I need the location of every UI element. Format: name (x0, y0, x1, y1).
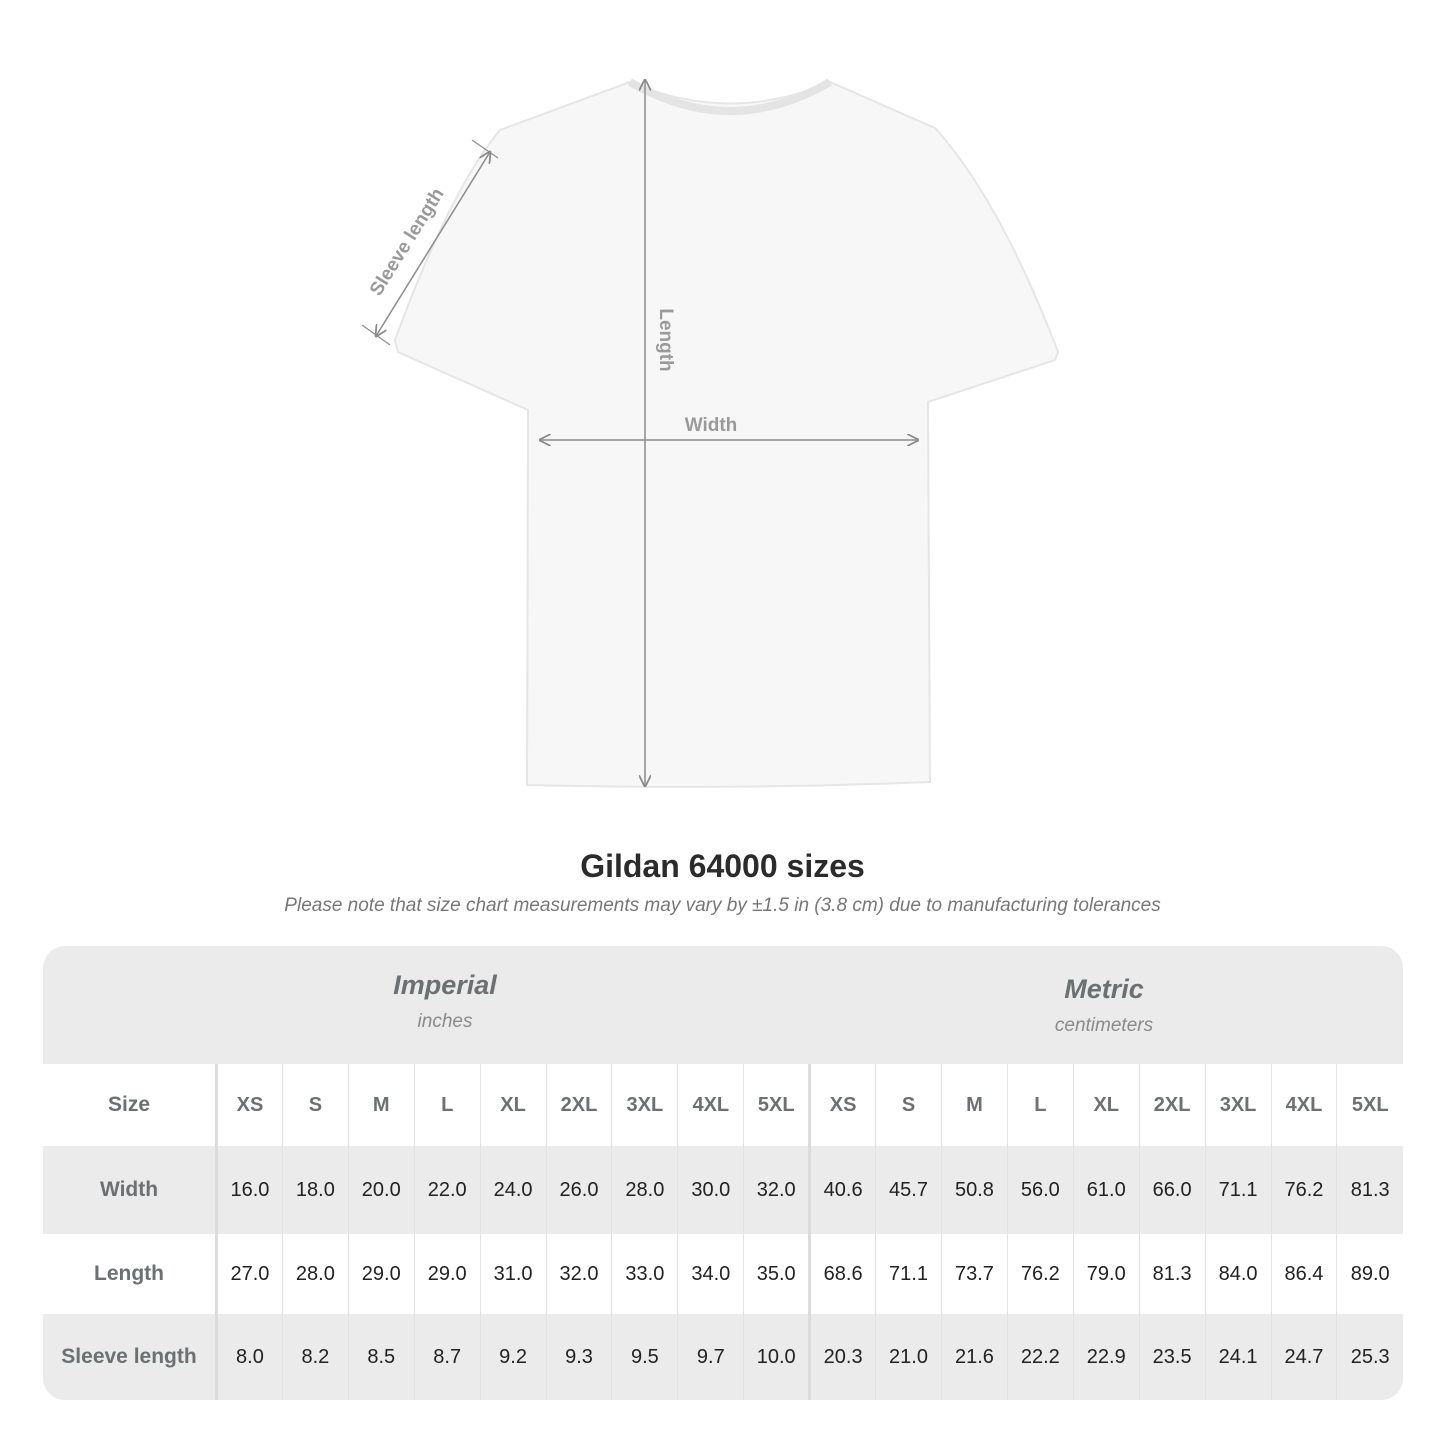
imperial-header: Imperial inches (393, 970, 497, 1032)
table-cell: 50.8 (940, 1146, 1008, 1234)
table-cell: 81.3 (1336, 1146, 1403, 1234)
table-cell: 8.5 (347, 1314, 415, 1400)
table-cell: 22.0 (413, 1146, 481, 1234)
table-cell: 24.1 (1204, 1314, 1271, 1400)
table-cell: 45.7 (875, 1146, 942, 1234)
table-cell: 22.2 (1006, 1314, 1074, 1400)
sleeve-measure-line (376, 152, 490, 336)
table-cell: S (875, 1064, 942, 1146)
table-cell: 3XL (611, 1064, 678, 1146)
size-table-panel: Imperial inches Metric centimeters Size X… (43, 946, 1403, 1400)
table-cell: 33.0 (611, 1234, 678, 1314)
table-cell: S (281, 1064, 349, 1146)
collar (627, 78, 833, 115)
table-cell: Width (43, 1146, 218, 1234)
tolerance-note: Please note that size chart measurements… (284, 895, 1161, 916)
table-cell: 84.0 (1204, 1234, 1271, 1314)
table-cell: 61.0 (1072, 1146, 1140, 1234)
table-row: Length 27.0 28.0 29.0 29.0 31.0 32.0 33.0 34.0 35… (43, 1234, 1403, 1314)
width-label: Width (685, 415, 738, 436)
table-cell: 3XL (1204, 1064, 1271, 1146)
table-cell: 73.7 (940, 1234, 1008, 1314)
table-cell: 32.0 (545, 1234, 612, 1314)
table-cell: 9.2 (479, 1314, 547, 1400)
table-cell: 9.7 (677, 1314, 744, 1400)
table-cell: 20.3 (808, 1314, 876, 1400)
metric-header: Metric centimeters (1054, 974, 1154, 1036)
table-cell: 22.9 (1072, 1314, 1140, 1400)
table-cell: 76.2 (1270, 1146, 1337, 1234)
table-cell: 24.0 (479, 1146, 547, 1234)
table-cell: 76.2 (1006, 1234, 1074, 1314)
table-cell: 34.0 (677, 1234, 744, 1314)
table-cell: 86.4 (1270, 1234, 1337, 1314)
table-cell: 2XL (545, 1064, 612, 1146)
table-cell: 4XL (677, 1064, 744, 1146)
length-label: Length (655, 308, 676, 371)
table-cell: 71.1 (1204, 1146, 1271, 1234)
table-cell: L (1006, 1064, 1074, 1146)
table-cell: L (413, 1064, 481, 1146)
table-cell: 29.0 (347, 1234, 415, 1314)
table-row: Width 16.0 18.0 20.0 22.0 24.0 26.0 28.0 30.0 32.… (43, 1146, 1403, 1234)
table-cell: XS (808, 1064, 876, 1146)
table-cell: 29.0 (413, 1234, 481, 1314)
table-cell: 5XL (743, 1064, 810, 1146)
table-cell: 21.6 (940, 1314, 1008, 1400)
table-cell: 32.0 (743, 1146, 810, 1234)
table-cell: 66.0 (1138, 1146, 1206, 1234)
table-row: Sleeve length 8.0 8.2 8.5 8.7 9.2 9.3 9.5 9.7 10.… (43, 1314, 1403, 1400)
table-cell: 23.5 (1138, 1314, 1206, 1400)
table-cell: 18.0 (281, 1146, 349, 1234)
size-header-row: Size XS S M L XL 2XL 3XL 4XL 5XL XS S M L XL 2XL 3XL 4XL 5… (43, 1064, 1403, 1146)
table-cell: 2XL (1138, 1064, 1206, 1146)
table-cell: 25.3 (1336, 1314, 1403, 1400)
table-cell: 28.0 (611, 1146, 678, 1234)
table-cell: 26.0 (545, 1146, 612, 1234)
table-cell: 8.2 (281, 1314, 349, 1400)
table-cell: XS (216, 1064, 283, 1146)
table-cell: Size (43, 1064, 218, 1146)
tshirt-diagram: Sleeve length Length Width (361, 78, 1060, 788)
table-cell: 9.3 (545, 1314, 612, 1400)
table-cell: 68.6 (808, 1234, 876, 1314)
table-cell: 4XL (1270, 1064, 1337, 1146)
table-cell: 89.0 (1336, 1234, 1403, 1314)
table-cell: XL (1072, 1064, 1140, 1146)
table-cell: 21.0 (875, 1314, 942, 1400)
table-cell: 8.7 (413, 1314, 481, 1400)
table-cell: 24.7 (1270, 1314, 1337, 1400)
table-cell: 16.0 (216, 1146, 283, 1234)
table-cell: 40.6 (808, 1146, 876, 1234)
table-cell: M (347, 1064, 415, 1146)
table-cell: 56.0 (1006, 1146, 1074, 1234)
table-cell: 20.0 (347, 1146, 415, 1234)
table-cell: 30.0 (677, 1146, 744, 1234)
table-cell: 81.3 (1138, 1234, 1206, 1314)
table-cell: 10.0 (743, 1314, 810, 1400)
table-cell: 35.0 (743, 1234, 810, 1314)
table-cell: 9.5 (611, 1314, 678, 1400)
table-cell: 28.0 (281, 1234, 349, 1314)
table-cell: 5XL (1336, 1064, 1403, 1146)
page-title: Gildan 64000 sizes (580, 848, 865, 884)
table-cell: 79.0 (1072, 1234, 1140, 1314)
table-cell: XL (479, 1064, 547, 1146)
size-table: Size XS S M L XL 2XL 3XL 4XL 5XL XS S M L XL 2XL 3XL 4XL 5… (43, 1064, 1403, 1400)
table-cell: 8.0 (216, 1314, 283, 1400)
table-cell: Sleeve length (43, 1314, 218, 1400)
table-cell: 71.1 (875, 1234, 942, 1314)
table-cell: M (940, 1064, 1008, 1146)
table-cell: 27.0 (216, 1234, 283, 1314)
table-cell: Length (43, 1234, 218, 1314)
table-cell: 31.0 (479, 1234, 547, 1314)
